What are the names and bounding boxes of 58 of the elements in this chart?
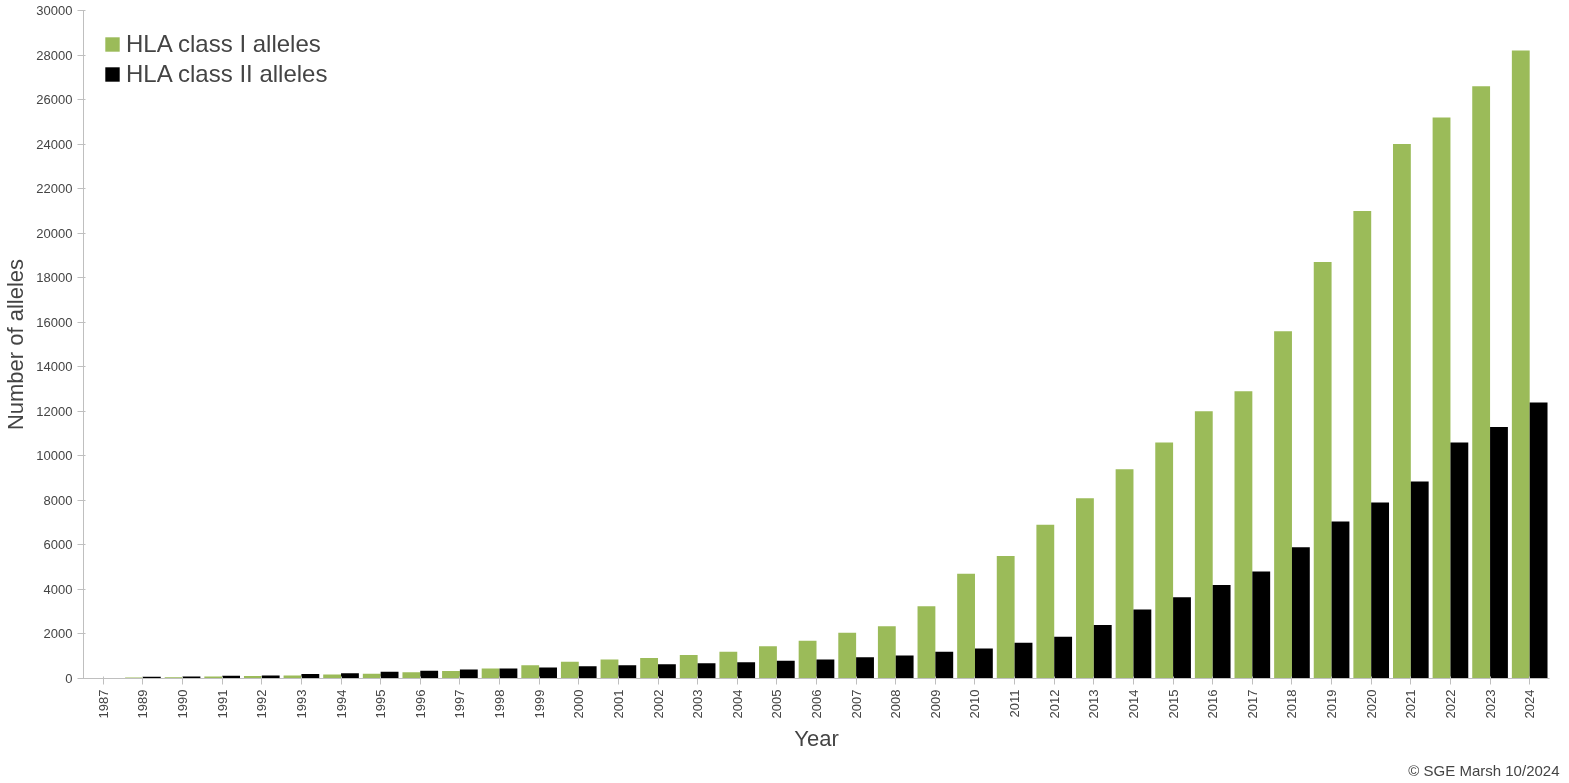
x-tick-label: 2021 bbox=[1403, 689, 1419, 719]
y-tick-label: 28000 bbox=[36, 47, 73, 63]
x-axis-title: Year bbox=[794, 726, 839, 752]
x-tick-label: 1989 bbox=[135, 689, 151, 719]
x-tick-label: 2018 bbox=[1284, 689, 1300, 719]
x-tick-label: 2013 bbox=[1086, 689, 1102, 719]
x-tick-label: 2009 bbox=[927, 689, 943, 719]
y-tick-label: 0 bbox=[65, 671, 73, 686]
x-tick-label: 2008 bbox=[888, 689, 904, 719]
y-tick-label: 4000 bbox=[43, 581, 73, 597]
x-tick-label: 1997 bbox=[452, 689, 468, 719]
x-tick-label: 2023 bbox=[1482, 689, 1498, 719]
x-tick-label: 2019 bbox=[1324, 689, 1340, 719]
y-tick-label: 18000 bbox=[36, 270, 73, 286]
x-tick-label: 1996 bbox=[412, 689, 428, 719]
x-tick-label: 2012 bbox=[1046, 689, 1062, 719]
x-tick-label: 2014 bbox=[1125, 689, 1141, 719]
text: © SGE Marsh 10/2024 bbox=[1408, 761, 1560, 779]
y-tick-label: 24000 bbox=[36, 136, 73, 152]
y-tick-label: 14000 bbox=[36, 359, 73, 375]
x-tick-label: 2001 bbox=[610, 689, 626, 719]
x-tick-label: 2015 bbox=[1165, 689, 1181, 719]
x-tick-label: 2011 bbox=[1007, 689, 1023, 718]
x-tick-label: 1995 bbox=[373, 689, 389, 719]
y-tick-label: 6000 bbox=[43, 537, 73, 553]
y-tick-label: 16000 bbox=[36, 314, 73, 330]
legend-label: HLA class I alleles bbox=[126, 30, 321, 58]
y-tick-label: 22000 bbox=[36, 181, 73, 197]
x-tick-label: 2022 bbox=[1442, 689, 1458, 719]
x-tick-label: 2003 bbox=[690, 689, 706, 719]
x-tick-label: 1992 bbox=[254, 689, 270, 719]
x-tick-label: 1994 bbox=[333, 689, 349, 719]
x-tick-label: 1987 bbox=[95, 689, 111, 719]
x-tick-label: 2024 bbox=[1522, 689, 1538, 719]
x-tick-label: 1993 bbox=[293, 689, 309, 719]
x-tick-label: 1990 bbox=[175, 689, 191, 719]
x-tick-label: 1999 bbox=[531, 689, 547, 719]
x-tick-label: 1998 bbox=[492, 689, 508, 719]
x-tick-label: 2016 bbox=[1205, 689, 1221, 719]
y-tick-label: 10000 bbox=[36, 448, 73, 464]
x-tick-label: 2017 bbox=[1244, 689, 1260, 719]
y-axis-title: Number of alleles bbox=[3, 258, 29, 431]
x-tick-label: 2002 bbox=[650, 689, 666, 719]
x-tick-label: 2020 bbox=[1363, 689, 1379, 719]
y-tick-label: 2000 bbox=[43, 626, 73, 642]
legend-label: HLA class II alleles bbox=[126, 60, 328, 88]
y-tick-label: 8000 bbox=[43, 492, 73, 508]
x-tick-label: 2000 bbox=[571, 689, 587, 719]
y-tick-label: 12000 bbox=[36, 403, 73, 419]
y-tick-label: 20000 bbox=[36, 225, 73, 241]
y-tick-label: 26000 bbox=[36, 92, 73, 108]
x-tick-label: 2004 bbox=[729, 689, 745, 719]
x-tick-label: 2010 bbox=[967, 689, 983, 719]
x-tick-label: 2007 bbox=[848, 689, 864, 719]
x-tick-label: 2006 bbox=[809, 689, 824, 719]
x-tick-label: 1991 bbox=[214, 689, 230, 719]
x-tick-label: 2005 bbox=[769, 689, 785, 719]
y-tick-label: 30000 bbox=[36, 3, 73, 18]
